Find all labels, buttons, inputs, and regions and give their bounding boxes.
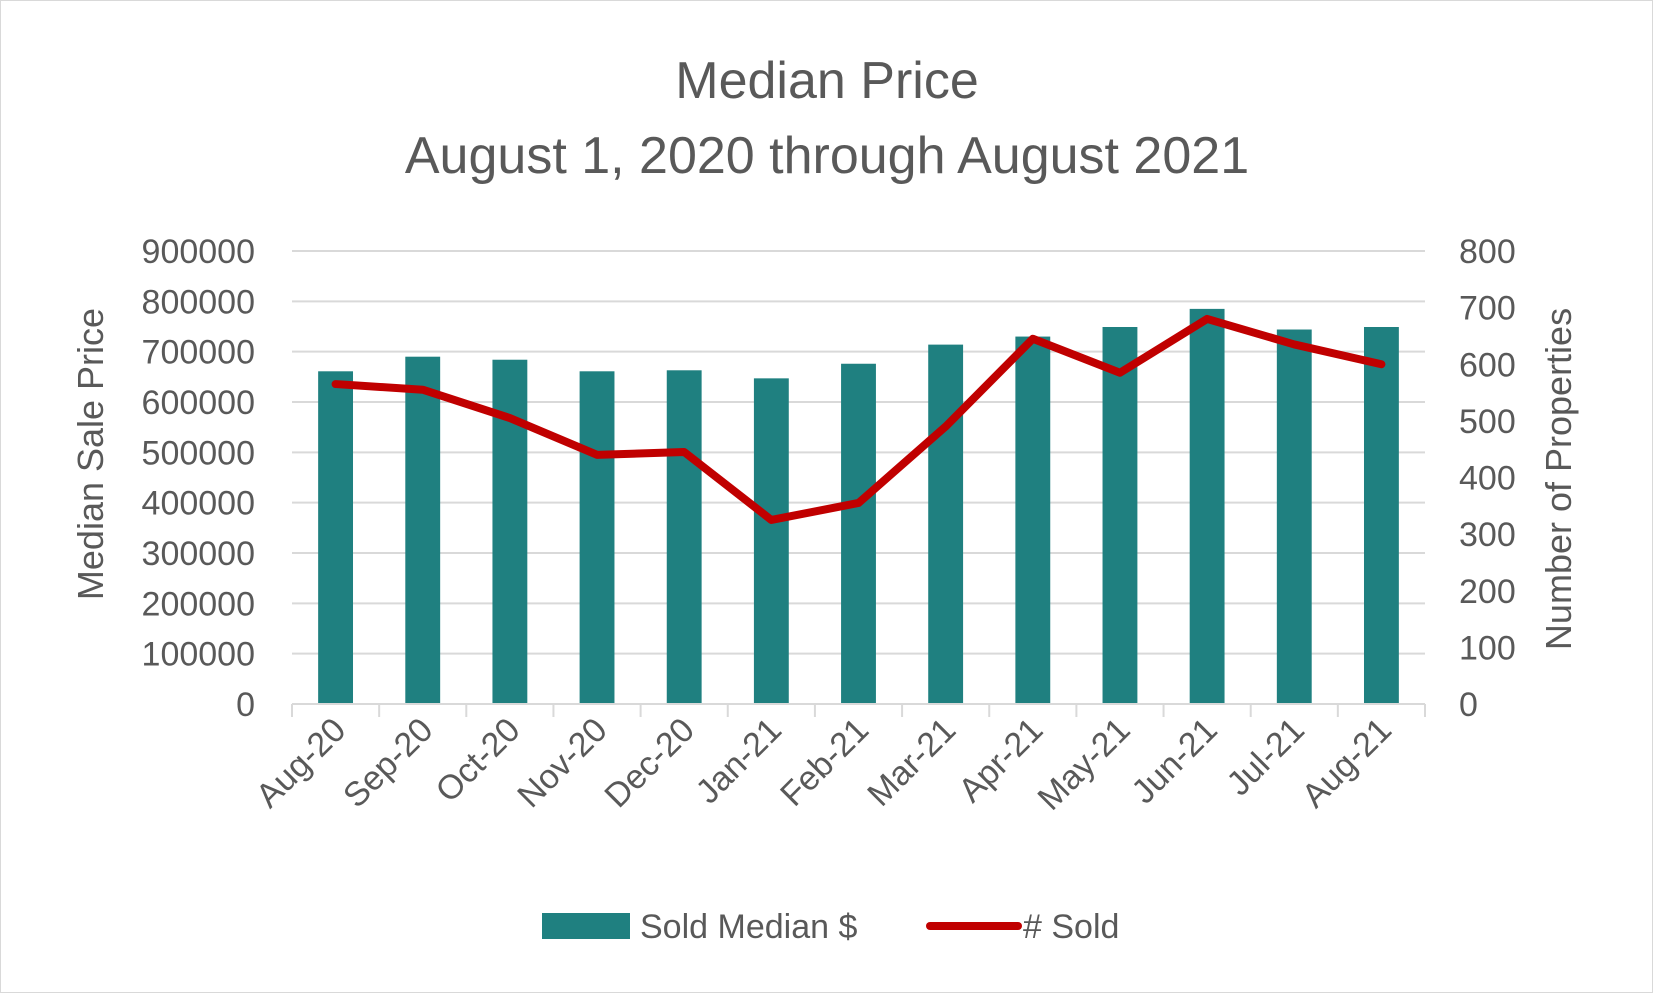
y-tick-label: 400000 xyxy=(142,485,255,523)
x-axis-ticks: Aug-20Sep-20Oct-20Nov-20Dec-20Jan-21Feb-… xyxy=(249,711,1399,818)
x-tick-label: Sep-20 xyxy=(336,711,440,815)
x-tick-label: Nov-20 xyxy=(510,711,614,815)
bar-aug-20 xyxy=(318,371,354,704)
x-tick-label: Jan-21 xyxy=(689,711,789,811)
y-tick-label: 300000 xyxy=(142,535,255,573)
x-axis xyxy=(291,703,1426,717)
x-tick-label: Dec-20 xyxy=(597,711,701,815)
y2-tick-label: 600 xyxy=(1459,346,1516,384)
y-tick-label: 200000 xyxy=(142,585,255,623)
x-tick-label: May-21 xyxy=(1031,711,1138,818)
bar-may-21 xyxy=(1102,327,1138,704)
x-tick-label: Feb-21 xyxy=(773,711,876,814)
x-tick-label: Mar-21 xyxy=(860,711,963,814)
line-series-sold-count xyxy=(331,314,1386,524)
bar-dec-20 xyxy=(666,370,702,704)
y2-tick-label: 0 xyxy=(1459,686,1478,724)
bar-jun-21 xyxy=(1189,308,1225,704)
x-tick-label: Oct-20 xyxy=(429,711,528,810)
y-tick-label: 800000 xyxy=(142,283,255,321)
legend: Sold Median $ # Sold xyxy=(542,908,1119,946)
y-axis-right-ticks: 0 100 200 300 400 500 600 700 800 xyxy=(1459,233,1516,724)
legend-swatch-bar xyxy=(542,913,630,939)
y-tick-label: 0 xyxy=(236,686,255,724)
x-tick-label: Jun-21 xyxy=(1124,711,1224,811)
y-tick-label: 500000 xyxy=(142,434,255,472)
y-tick-label: 900000 xyxy=(142,233,255,271)
y2-tick-label: 100 xyxy=(1459,629,1516,667)
y-tick-label: 700000 xyxy=(142,334,255,372)
y2-tick-label: 700 xyxy=(1459,290,1516,328)
y-tick-label: 100000 xyxy=(142,636,255,674)
y-axis-left-ticks: 0 100000 200000 300000 400000 500000 600000 700… xyxy=(142,233,255,724)
x-tick-label: Aug-21 xyxy=(1295,711,1399,815)
y2-tick-label: 500 xyxy=(1459,403,1516,441)
y-axis-left-title: Median Sale Price xyxy=(70,308,111,600)
y2-tick-label: 200 xyxy=(1459,573,1516,611)
y-tick-label: 600000 xyxy=(142,384,255,422)
bar-apr-21 xyxy=(1015,336,1051,704)
chart-subtitle: August 1, 2020 through August 2021 xyxy=(405,127,1249,185)
chart-title: Median Price xyxy=(675,52,978,110)
bar-aug-21 xyxy=(1363,327,1399,704)
bar-feb-21 xyxy=(841,363,876,704)
y2-tick-label: 800 xyxy=(1459,233,1516,271)
legend-label-bar: Sold Median $ xyxy=(640,908,857,946)
bar-jul-21 xyxy=(1276,329,1312,704)
y-axis-right-title: Number of Properties xyxy=(1538,308,1579,650)
legend-label-line: # Sold xyxy=(1023,908,1119,946)
y2-tick-label: 400 xyxy=(1459,460,1516,498)
y2-tick-label: 300 xyxy=(1459,516,1516,554)
bar-jan-21 xyxy=(753,378,789,704)
line-path-sold-count xyxy=(331,314,1386,524)
bar-sep-20 xyxy=(405,356,441,704)
bar-nov-20 xyxy=(579,371,615,704)
bar-mar-21 xyxy=(928,344,964,704)
bar-series-sold-median xyxy=(318,308,1399,704)
x-tick-label: Aug-20 xyxy=(249,711,353,815)
